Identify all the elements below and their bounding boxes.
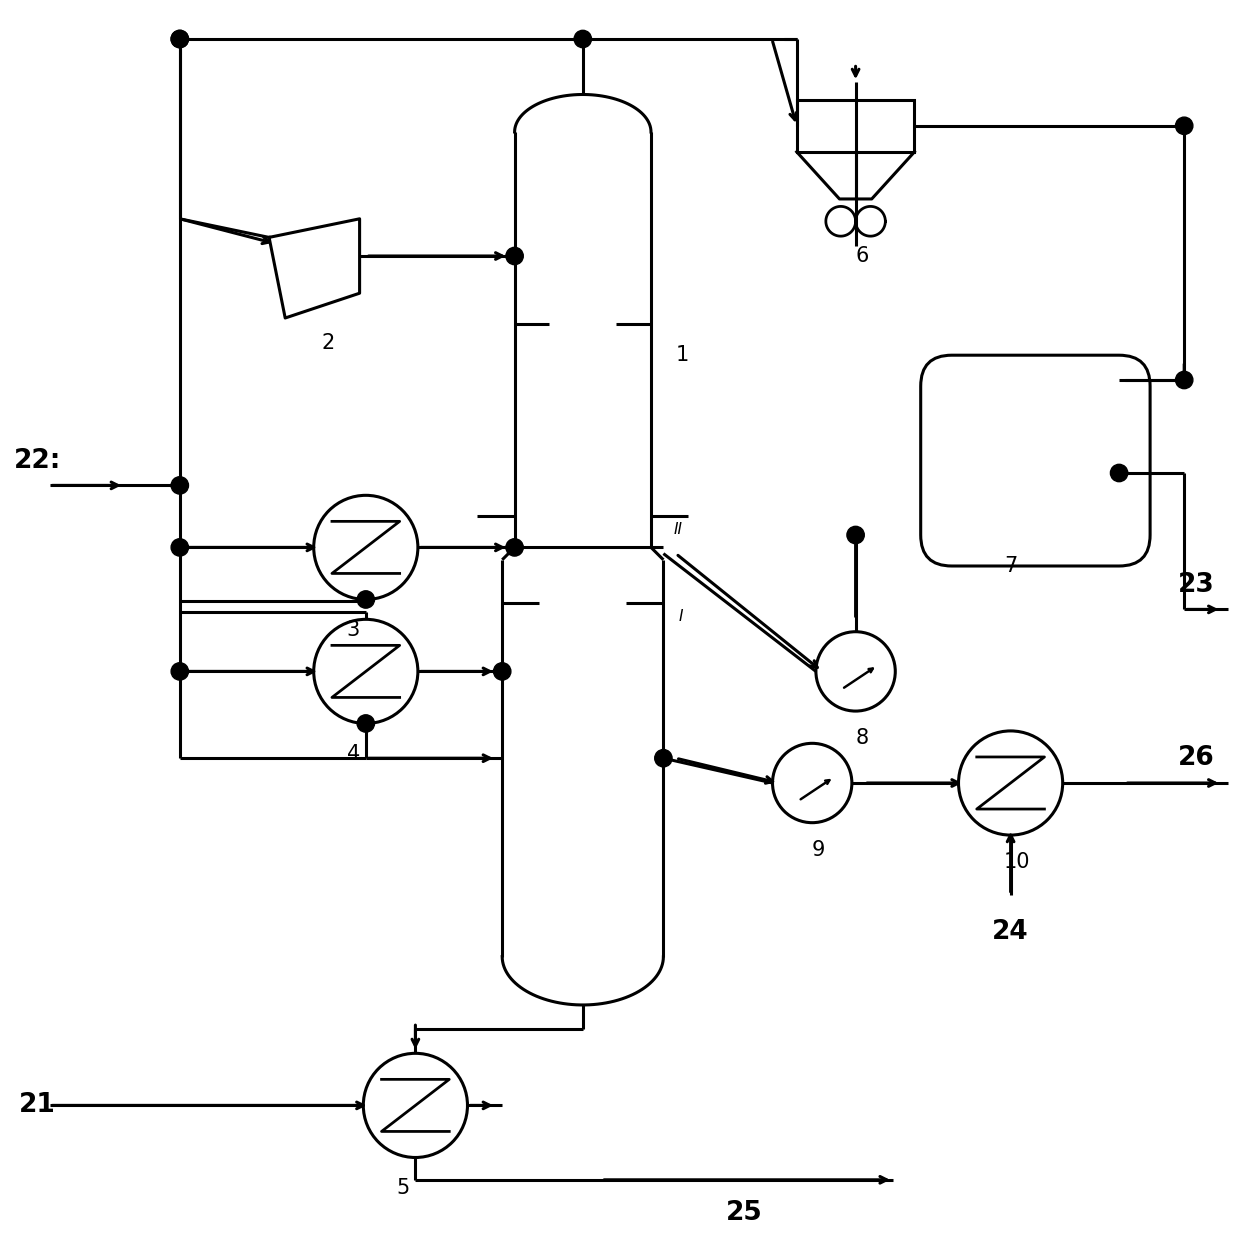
- Text: 5: 5: [397, 1178, 409, 1198]
- Circle shape: [494, 663, 511, 679]
- Text: 23: 23: [1178, 571, 1215, 598]
- Text: 22:: 22:: [14, 447, 61, 474]
- Text: 9: 9: [812, 840, 825, 860]
- Circle shape: [357, 715, 374, 732]
- Text: 2: 2: [322, 333, 335, 353]
- Bar: [796, 99, 914, 152]
- Text: 25: 25: [725, 1201, 763, 1226]
- Text: 26: 26: [1178, 745, 1215, 771]
- Text: I: I: [678, 609, 683, 624]
- Circle shape: [574, 30, 591, 48]
- Circle shape: [847, 526, 864, 544]
- Text: 4: 4: [347, 745, 360, 765]
- Text: 1: 1: [676, 345, 688, 365]
- Circle shape: [171, 30, 188, 48]
- Circle shape: [506, 247, 523, 265]
- Circle shape: [171, 477, 188, 494]
- Circle shape: [171, 539, 188, 556]
- Text: II: II: [673, 522, 682, 538]
- Text: 21: 21: [19, 1093, 56, 1118]
- Circle shape: [1110, 465, 1128, 482]
- Text: 6: 6: [856, 246, 868, 266]
- Text: 7: 7: [1004, 556, 1017, 577]
- Text: 10: 10: [1003, 853, 1030, 873]
- Circle shape: [506, 539, 523, 556]
- Circle shape: [171, 30, 188, 48]
- Text: 24: 24: [992, 919, 1029, 945]
- Circle shape: [357, 590, 374, 608]
- Text: 3: 3: [347, 620, 360, 641]
- Circle shape: [1176, 117, 1193, 134]
- Circle shape: [655, 750, 672, 767]
- Circle shape: [171, 663, 188, 679]
- Text: 8: 8: [856, 728, 868, 749]
- Circle shape: [1176, 372, 1193, 388]
